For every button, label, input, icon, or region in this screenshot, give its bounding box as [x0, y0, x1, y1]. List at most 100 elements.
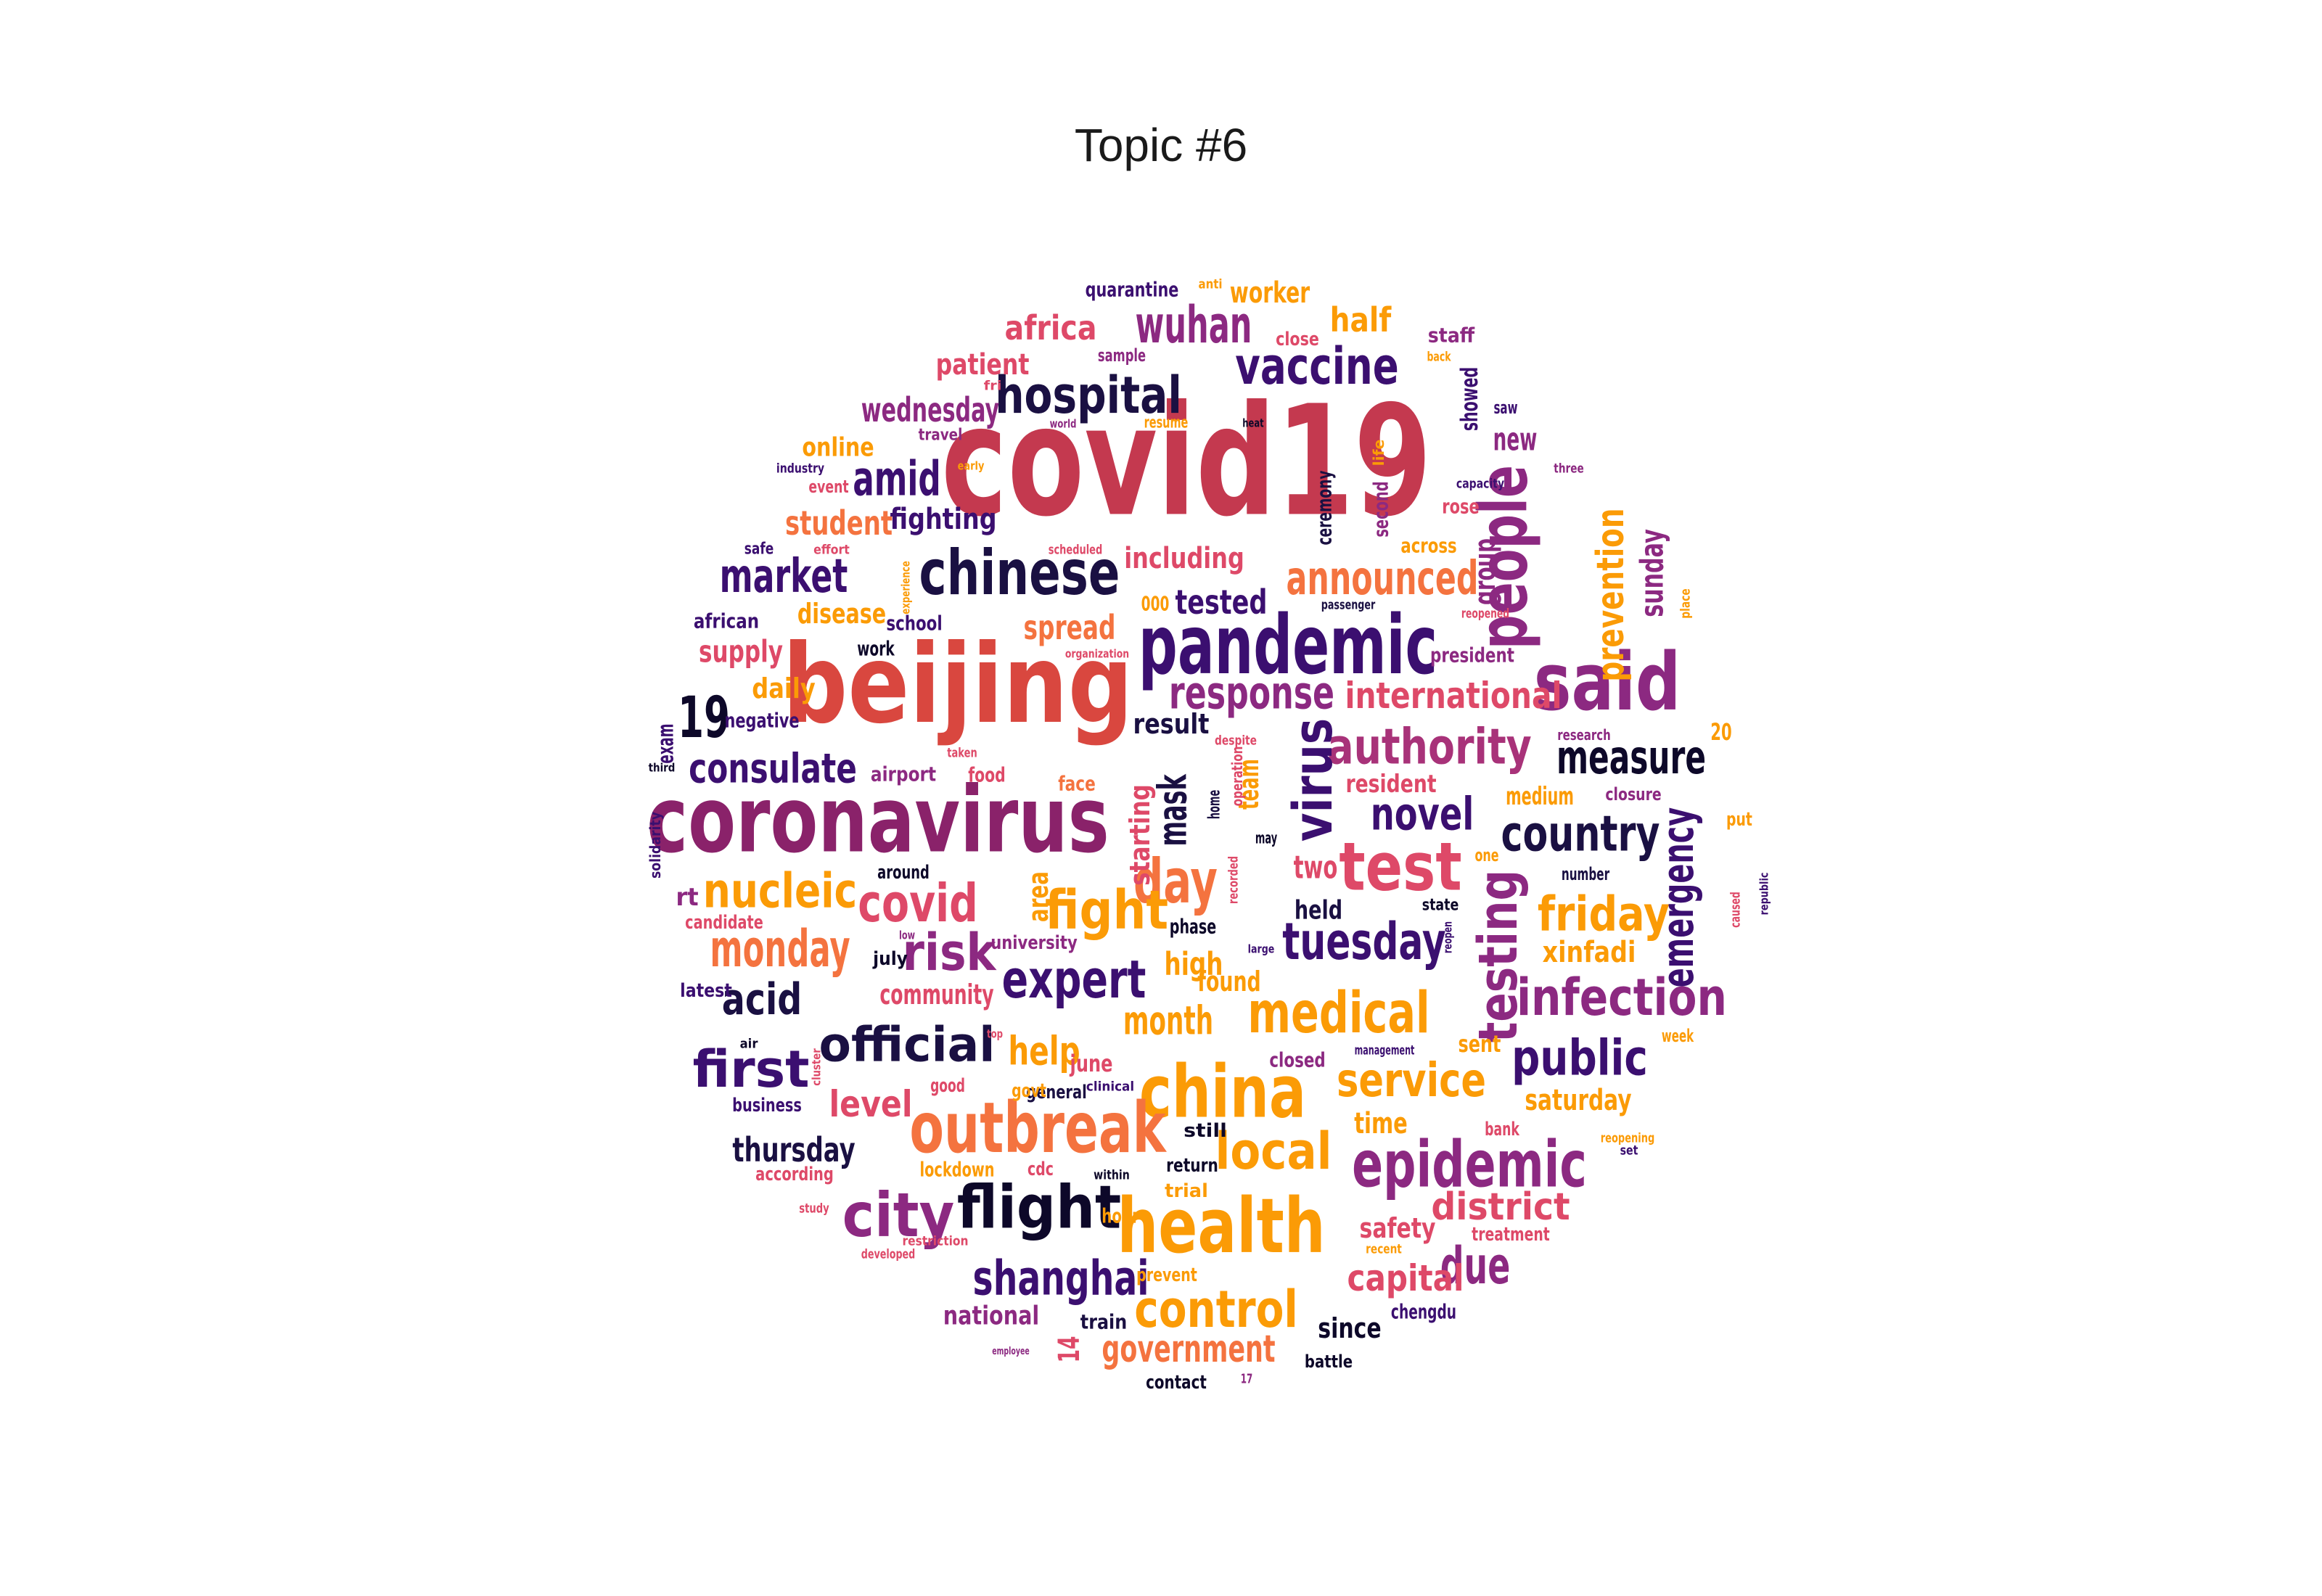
- word-held: held: [1295, 896, 1342, 926]
- word-low: low: [899, 929, 915, 942]
- word-health: health: [1117, 1182, 1325, 1270]
- word-rt: rt: [676, 883, 698, 912]
- word-outbreak: outbreak: [909, 1087, 1167, 1169]
- word-june: june: [1069, 1050, 1112, 1077]
- word-student: student: [785, 503, 893, 543]
- word-month: month: [1123, 998, 1213, 1044]
- word-top: top: [987, 1027, 1003, 1041]
- word-number: number: [1562, 864, 1609, 884]
- word-republic: republic: [1757, 873, 1771, 916]
- word-latest: latest: [680, 980, 732, 1002]
- word-safety: safety: [1360, 1212, 1436, 1244]
- word-covid: covid: [858, 873, 978, 934]
- word-fight: fight: [1045, 879, 1168, 942]
- word-team: team: [1233, 759, 1265, 810]
- word-service: service: [1337, 1054, 1486, 1108]
- word-still: still: [1183, 1120, 1227, 1142]
- word-measure: measure: [1556, 731, 1706, 785]
- word-said: said: [1534, 635, 1681, 728]
- word-worker: worker: [1230, 276, 1310, 310]
- word-restriction: restriction: [902, 1234, 968, 1249]
- word-back: back: [1427, 350, 1451, 365]
- word-prevention: prevention: [1589, 508, 1633, 681]
- word-resident: resident: [1345, 770, 1436, 799]
- word-scheduled: scheduled: [1049, 543, 1103, 558]
- word-20: 20: [1710, 718, 1731, 746]
- word-school: school: [886, 612, 942, 635]
- word-disease: disease: [797, 598, 886, 630]
- word-reopen: reopen: [1441, 921, 1455, 953]
- word-capital: capital: [1347, 1257, 1464, 1299]
- word-local: local: [1215, 1122, 1332, 1181]
- word-closed: closed: [1269, 1048, 1325, 1072]
- word-time: time: [1354, 1107, 1408, 1140]
- word-saw: saw: [1493, 398, 1517, 418]
- word-consulate: consulate: [689, 746, 857, 793]
- word-taken: taken: [947, 746, 977, 761]
- word-sunday: sunday: [1634, 529, 1671, 617]
- word-africa: africa: [1005, 308, 1097, 347]
- word-17: 17: [1241, 1372, 1253, 1387]
- word-people: people: [1465, 465, 1543, 649]
- word-market: market: [720, 550, 848, 604]
- word-expert: expert: [1002, 949, 1146, 1010]
- word-supply: supply: [699, 634, 783, 670]
- word-early: early: [958, 459, 985, 473]
- word-world: world: [1050, 417, 1077, 431]
- word-starting: starting: [1124, 784, 1156, 886]
- word-heat: heat: [1242, 416, 1264, 430]
- word-good: good: [930, 1075, 965, 1097]
- word-found: found: [1197, 966, 1260, 998]
- word-novel: novel: [1371, 788, 1474, 841]
- chart-title: Topic #6: [1074, 119, 1248, 171]
- word-govt: govt: [1012, 1080, 1046, 1102]
- word-19: 19: [678, 686, 730, 751]
- word-virus: virus: [1282, 718, 1345, 842]
- word-covid19: covid19: [941, 373, 1432, 551]
- word-management: management: [1355, 1043, 1415, 1058]
- word-saturday: saturday: [1525, 1084, 1631, 1117]
- word-international: international: [1345, 675, 1562, 717]
- word-group: group: [1469, 538, 1502, 605]
- word-resume: resume: [1144, 414, 1189, 432]
- word-response: response: [1169, 667, 1334, 720]
- word-14: 14: [1053, 1336, 1086, 1363]
- word-first: first: [693, 1040, 810, 1099]
- word-vaccine: vaccine: [1235, 337, 1398, 396]
- word-bank: bank: [1485, 1119, 1519, 1140]
- word-patient: patient: [936, 348, 1030, 382]
- word-within: within: [1094, 1168, 1130, 1183]
- word-daily: daily: [752, 672, 816, 704]
- word-solidarity: solidarity: [647, 812, 664, 879]
- word-second: second: [1369, 481, 1393, 537]
- word-state: state: [1422, 897, 1459, 915]
- word-high: high: [1165, 946, 1223, 983]
- word-including: including: [1124, 542, 1244, 575]
- word-african: african: [694, 609, 759, 633]
- word-according: according: [755, 1164, 834, 1185]
- word-sample: sample: [1098, 345, 1146, 366]
- word-university: university: [990, 932, 1078, 954]
- word-wuhan: wuhan: [1136, 295, 1252, 355]
- word-third: third: [649, 761, 676, 775]
- word-reopened: reopened: [1461, 606, 1509, 622]
- word-tuesday: tuesday: [1282, 912, 1445, 971]
- word-rose: rose: [1442, 495, 1480, 519]
- word-city: city: [842, 1180, 955, 1251]
- word-event: event: [808, 477, 848, 497]
- word-wednesday: wednesday: [861, 390, 999, 429]
- word-president: president: [1430, 643, 1514, 667]
- word-exam: exam: [654, 723, 679, 763]
- word-food: food: [968, 763, 1006, 787]
- word-air: air: [740, 1037, 758, 1052]
- word-announced: announced: [1287, 552, 1479, 606]
- word-since: since: [1318, 1312, 1381, 1344]
- word-travel: travel: [919, 427, 963, 445]
- word-result: result: [1133, 708, 1210, 740]
- word-around: around: [877, 862, 930, 884]
- word-contact: contact: [1146, 1372, 1207, 1394]
- word-national: national: [943, 1301, 1039, 1331]
- word-capacity: capacity: [1456, 477, 1504, 492]
- word-official: official: [819, 1017, 996, 1073]
